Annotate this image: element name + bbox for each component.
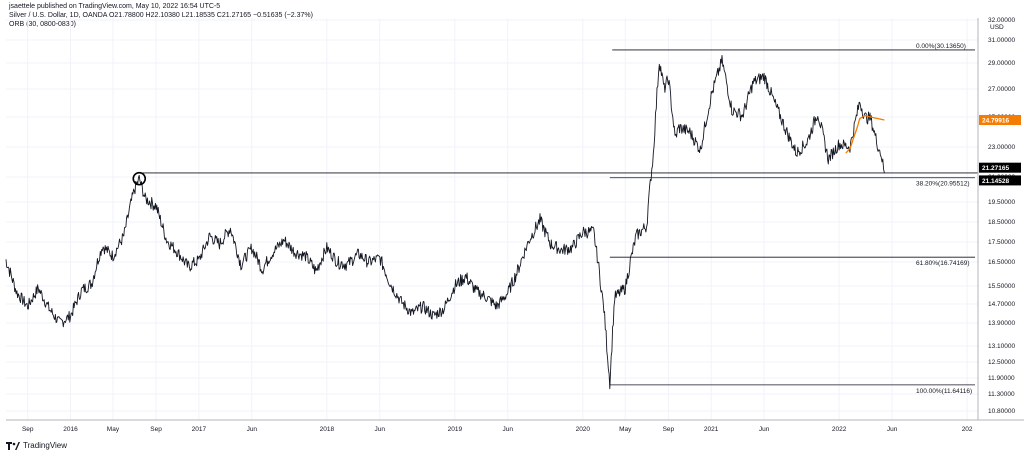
y-tick-label: 11.90000 [988,375,1015,382]
x-tick-label: Jun [759,426,770,433]
x-tick-label: Jun [375,426,386,433]
published-line: jsaettele published on TradingView.com, … [9,3,221,10]
y-tick-label: 13.90000 [988,320,1015,327]
current-price-tag-bg [979,162,1021,173]
indicator-line[interactable]: ORB (30, 0800-0830) [9,21,76,28]
x-tick-label: 2019 [448,426,463,433]
x-tick-label: May [619,426,632,433]
y-tick-label: 19.50000 [988,199,1015,206]
fib-level-label: 100.00%(11.64116) [916,388,972,395]
x-tick-label: 202 [962,426,973,433]
x-tick-label: Jun [887,426,898,433]
pivot-marker-circle [132,171,147,186]
y-tick-label: 13.10000 [988,343,1015,350]
y-tick-label: 16.50000 [988,259,1015,266]
y-axis-unit-label: USD [990,24,1004,31]
x-tick-label: Jun [247,426,258,433]
price-series [5,54,885,390]
brand-label: TradingView [23,441,68,450]
y-tick-label: 18.50000 [988,219,1015,226]
y-tick-label: 14.70000 [988,301,1015,308]
orb-price-tag: 24.79916 [982,118,1009,125]
current-price-tag: 21.27165 [982,165,1009,172]
x-tick-label: 2021 [704,426,719,433]
fib-level-label: 61.80%(16.74169) [916,260,970,267]
x-tick-label: May [107,426,120,433]
y-tick-label: 27.00000 [988,86,1015,93]
level-price-tag-bg [979,175,1021,186]
x-tick-label: Sep [22,426,34,433]
tradingview-logo-icon [6,441,20,450]
price-tags: 24.79916 21.27165 21.14528 [979,115,1021,186]
fib-level-label: 0.00%(30.13650) [916,43,966,50]
y-tick-label: 15.50000 [988,283,1015,290]
y-tick-label: 23.00000 [988,144,1015,151]
y-tick-label: 10.80000 [988,408,1015,415]
x-tick-label: 2022 [832,426,847,433]
symbol-ohlc-line: Silver / U.S. Dollar, 1D, OANDA O21.7880… [9,12,313,19]
orb-price-tag-bg [979,115,1021,126]
x-tick-label: Jun [503,426,514,433]
x-tick-label: Sep [663,426,675,433]
series-layer [5,54,885,390]
y-tick-label: 11.30000 [988,391,1015,398]
x-tick-label: Sep [150,426,162,433]
y-tick-label: 32.00000 [988,17,1015,24]
axes: 32.0000031.0000029.0000027.0000025.00000… [6,17,1024,433]
fibonacci-levels: 0.00%(30.13650) 38.20%(20.95512) 61.80%(16… [139,43,978,395]
y-tick-label: 31.00000 [988,37,1015,44]
x-tick-label: 2017 [192,426,207,433]
y-tick-label: 12.50000 [988,359,1015,366]
tradingview-logo[interactable]: TradingView [6,441,67,450]
x-tick-label: 2016 [63,426,78,433]
level-price-tag: 21.14528 [982,178,1009,185]
x-tick-label: 2020 [576,426,591,433]
x-tick-label: 2018 [320,426,335,433]
y-tick-label: 29.00000 [988,60,1015,67]
orb-series [845,114,885,154]
y-tick-label: 17.50000 [988,239,1015,246]
grid [6,18,978,420]
fib-level-label: 38.20%(20.95512) [916,181,970,188]
